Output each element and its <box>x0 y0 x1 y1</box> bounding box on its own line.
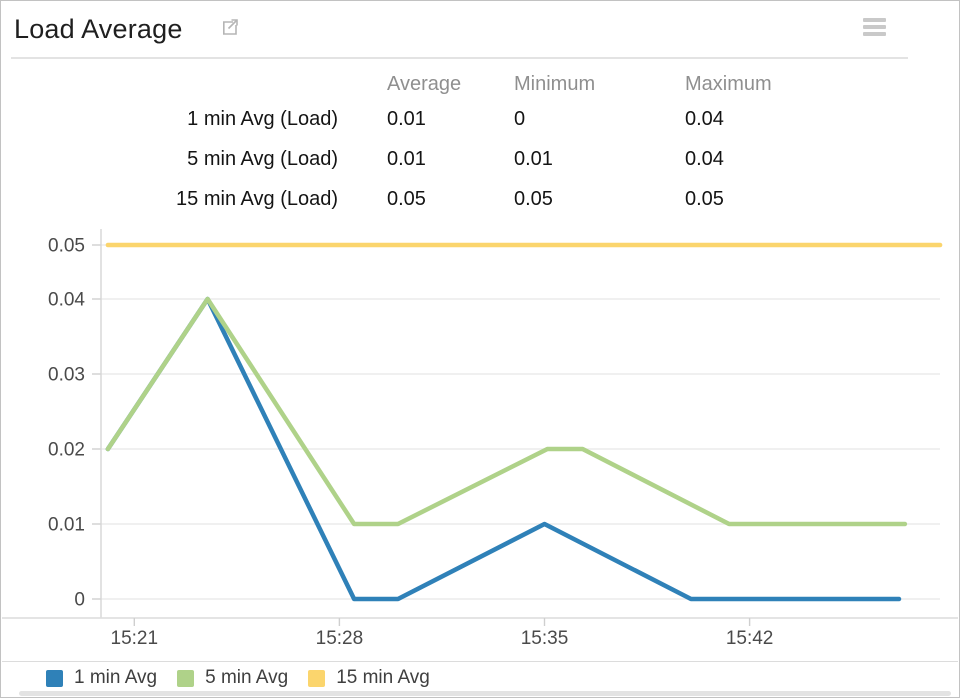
y-axis-label: 0 <box>74 590 85 611</box>
table-cell: 0.01 <box>514 147 553 170</box>
chart-canvas[interactable]: 0 0.01 0.02 0.03 0.04 0.05 15:21 15:28 15:35 15:4… <box>1 217 960 661</box>
legend-divider <box>2 661 958 662</box>
table-cell: 0.04 <box>685 147 724 170</box>
hamburger-bar <box>863 25 886 29</box>
header-divider <box>11 57 908 59</box>
x-axis-label: 15:21 <box>111 628 159 649</box>
table-cell: 0.05 <box>387 187 426 210</box>
external-link-icon[interactable] <box>220 17 240 37</box>
table-cell: 0 <box>514 107 526 130</box>
legend-label: 15 min Avg <box>336 667 430 688</box>
hamburger-bar <box>863 32 886 36</box>
legend-item-5-min-avg[interactable]: 5 min Avg <box>177 667 288 689</box>
y-axis-label: 0.03 <box>48 365 85 386</box>
summary-table: Average Minimum Maximum 1 min Avg (Load) 0.0… <box>1 69 959 219</box>
table-cell: 0.04 <box>685 107 724 130</box>
legend-swatch-icon <box>308 669 326 687</box>
row-label: 15 min Avg (Load) <box>176 187 338 210</box>
x-axis-label: 15:35 <box>521 628 569 649</box>
panel-title: Load Average <box>14 14 183 44</box>
column-header-minimum: Minimum <box>514 72 596 95</box>
y-axis-label: 0.05 <box>48 236 85 257</box>
x-axis-label: 15:28 <box>316 628 364 649</box>
legend-swatch-icon <box>177 669 195 687</box>
table-cell: 0.05 <box>685 187 724 210</box>
hamburger-bar <box>863 18 886 22</box>
y-axis-label: 0.04 <box>48 290 85 311</box>
table-cell: 0.01 <box>387 107 426 130</box>
horizontal-scrollbar[interactable] <box>19 691 951 696</box>
row-label: 5 min Avg (Load) <box>187 147 338 170</box>
legend-label: 1 min Avg <box>74 667 158 688</box>
chart-legend: 1 min Avg 5 min Avg 15 min Avg <box>46 667 430 689</box>
legend-label: 5 min Avg <box>205 667 289 688</box>
column-header-average: Average <box>387 72 462 95</box>
column-header-maximum: Maximum <box>685 72 772 95</box>
legend-item-15-min-avg[interactable]: 15 min Avg <box>308 667 430 689</box>
y-axis-label: 0.01 <box>48 515 85 536</box>
series-line-5-min-avg <box>105 296 908 527</box>
row-label: 1 min Avg (Load) <box>187 107 338 130</box>
table-cell: 0.01 <box>387 147 426 170</box>
x-axis-label: 15:42 <box>726 628 774 649</box>
legend-item-1-min-avg[interactable]: 1 min Avg <box>46 667 157 689</box>
hamburger-menu-icon[interactable] <box>863 18 886 36</box>
y-axis-label: 0.02 <box>48 440 85 461</box>
summary-corner-cell <box>1 69 338 99</box>
table-cell: 0.05 <box>514 187 553 210</box>
legend-swatch-icon <box>46 669 63 687</box>
